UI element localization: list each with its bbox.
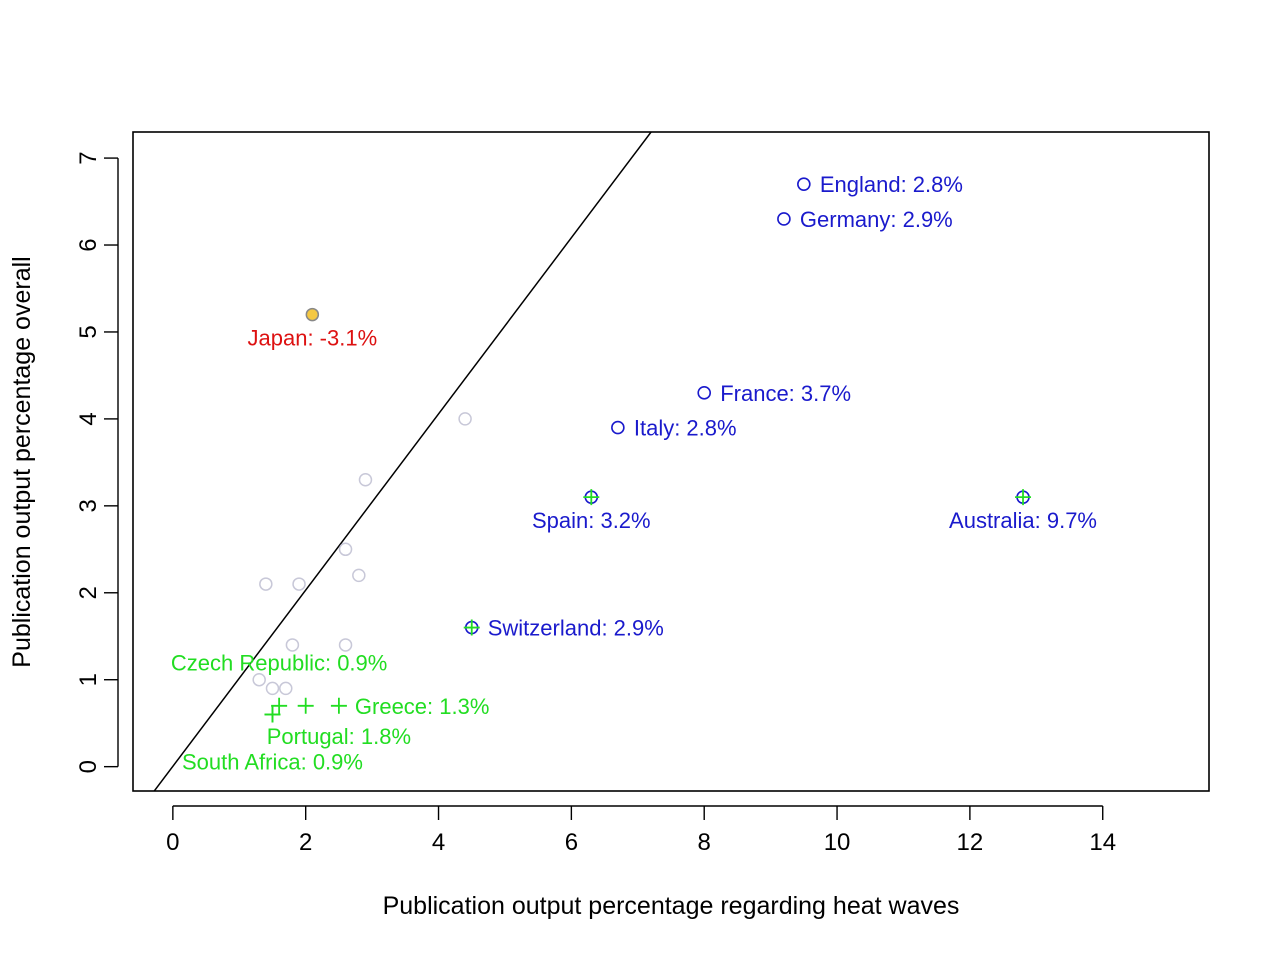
point-label: South Africa: 0.9%	[182, 749, 363, 774]
highlight-point	[305, 307, 320, 322]
point-label: France: 3.7%	[720, 381, 851, 406]
y-tick-label: 5	[75, 325, 102, 338]
x-tick-label: 2	[299, 829, 312, 856]
x-tick-label: 0	[166, 829, 179, 856]
data-points	[252, 177, 1032, 723]
point-label: Switzerland: 2.9%	[488, 616, 664, 641]
x-tick-label: 6	[565, 829, 578, 856]
grey-point	[352, 568, 366, 583]
reference-line	[153, 132, 652, 791]
point-label: Spain: 3.2%	[532, 508, 651, 533]
grey-point	[252, 672, 266, 687]
grey-point	[285, 638, 300, 652]
y-tick-label: 1	[75, 673, 102, 686]
y-tick-label: 7	[75, 151, 102, 164]
point-label: Australia: 9.7%	[949, 508, 1097, 533]
grey-point	[338, 542, 353, 557]
point-label: Italy: 2.8%	[634, 416, 737, 441]
y-tick-label: 0	[75, 760, 102, 773]
y-tick-label: 3	[75, 499, 102, 512]
green-plus-point	[264, 706, 281, 723]
x-tick-label: 12	[957, 829, 984, 856]
grey-point	[259, 577, 273, 591]
point-label: Greece: 1.3%	[355, 694, 490, 719]
y-tick-label: 4	[75, 412, 102, 425]
y-tick-label: 2	[75, 586, 102, 599]
point-label: Czech Republic: 0.9%	[171, 650, 387, 675]
x-tick-label: 10	[824, 829, 851, 856]
x-axis-title: Publication output percentage regarding …	[383, 892, 960, 920]
point-labels: England: 2.8% Germany: 2.9% France: 3.7% It…	[171, 172, 1097, 774]
x-tick-label: 14	[1089, 829, 1116, 856]
blue-point	[697, 386, 712, 400]
green-plus-point	[463, 619, 480, 636]
blue-point	[777, 212, 791, 226]
grey-point	[265, 681, 280, 696]
point-label: Germany: 2.9%	[800, 207, 953, 232]
green-plus-point	[583, 489, 600, 506]
grey-point	[458, 412, 472, 426]
plot-frame	[132, 131, 1210, 792]
x-tick-label: 4	[432, 829, 445, 856]
x-tick-label: 8	[698, 829, 711, 856]
point-label: England: 2.8%	[820, 172, 963, 197]
x-axis: 0 2 4 6 8 10 12 14	[166, 805, 1116, 856]
green-plus-point	[330, 697, 347, 714]
green-plus-point	[271, 697, 288, 714]
grey-point	[292, 577, 306, 591]
green-plus-point	[297, 697, 314, 714]
green-plus-point	[1015, 489, 1032, 506]
y-axis: 0 1 2 3 4 5 6 7	[75, 151, 119, 773]
point-label: Japan: -3.1%	[248, 326, 378, 351]
blue-point	[797, 177, 811, 191]
point-label: Portugal: 1.8%	[267, 724, 411, 749]
blue-point	[611, 420, 625, 435]
y-tick-label: 6	[75, 238, 102, 251]
grey-point	[358, 473, 373, 487]
grey-point	[279, 681, 293, 696]
grey-point	[338, 638, 353, 652]
y-axis-title: Publication output percentage overall	[8, 256, 36, 667]
